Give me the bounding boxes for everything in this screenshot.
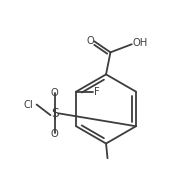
Text: F: F <box>94 87 100 97</box>
Text: O: O <box>87 36 94 46</box>
Text: S: S <box>51 107 58 120</box>
Text: O: O <box>51 129 58 139</box>
Text: OH: OH <box>133 38 148 48</box>
Text: Cl: Cl <box>24 100 34 110</box>
Text: O: O <box>51 88 58 98</box>
